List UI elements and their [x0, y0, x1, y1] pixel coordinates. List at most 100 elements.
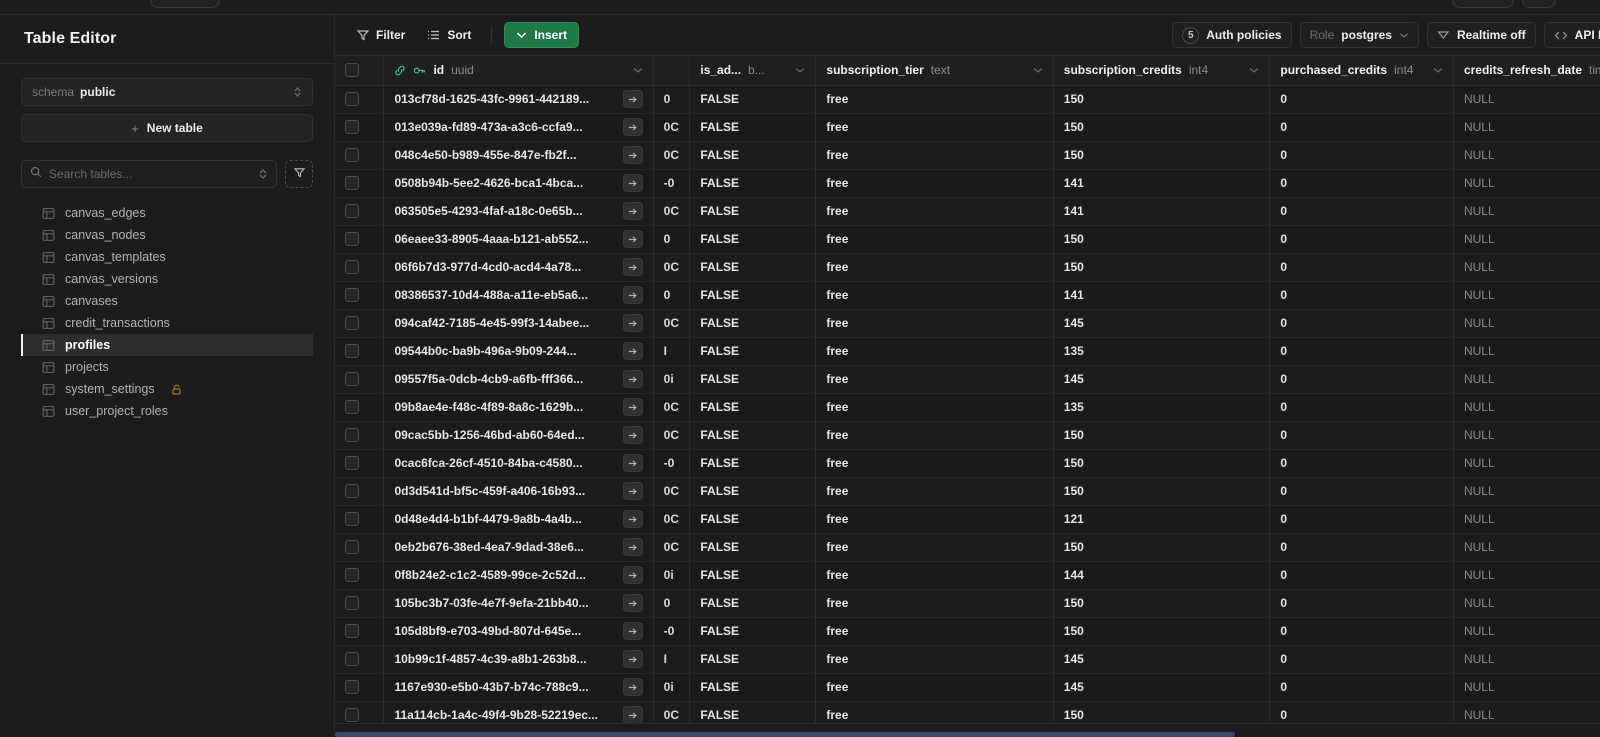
select-all-header[interactable] [335, 56, 385, 86]
sidebar-item-canvas-edges[interactable]: canvas_edges [21, 202, 313, 224]
cell-tier[interactable]: free [815, 225, 1054, 254]
table-row[interactable]: 08386537-10d4-488a-a11e-eb5a6... 0 FALSE fr… [335, 281, 1600, 310]
cell-sub_credits[interactable]: 150 [1053, 617, 1271, 646]
cell-tier[interactable]: free [815, 645, 1054, 674]
table-row[interactable]: 105bc3b7-03fe-4e7f-9efa-21bb40... 0 FALSE f… [335, 589, 1600, 618]
new-table-button[interactable]: + New table [21, 114, 313, 142]
window-pill-right[interactable] [1452, 0, 1514, 8]
row-select-cell[interactable] [335, 281, 385, 310]
cell-purchased[interactable]: 0 [1269, 393, 1454, 422]
row-checkbox[interactable] [345, 428, 359, 442]
table-row[interactable]: 09557f5a-0dcb-4cb9-a6fb-fff366... 0i FALSE… [335, 365, 1600, 394]
cell-truncated[interactable]: 0C [653, 141, 691, 170]
cell-sub_credits[interactable]: 150 [1053, 141, 1271, 170]
chevron-down-icon[interactable] [795, 67, 805, 74]
sidebar-item-profiles[interactable]: profiles [21, 334, 313, 356]
expand-row-icon[interactable] [622, 706, 643, 723]
cell-is_admin[interactable]: FALSE [689, 365, 817, 394]
cell-tier[interactable]: free [815, 561, 1054, 590]
chevron-down-icon[interactable] [1033, 67, 1043, 74]
cell-refresh[interactable]: NULL [1453, 309, 1600, 338]
row-select-cell[interactable] [335, 589, 385, 618]
column-header-subscription_credits[interactable]: subscription_credits int4 [1053, 56, 1271, 86]
row-checkbox[interactable] [345, 232, 359, 246]
cell-tier[interactable]: free [815, 589, 1054, 618]
schema-selector[interactable]: schema public [21, 78, 313, 106]
row-select-cell[interactable] [335, 197, 385, 226]
cell-refresh[interactable]: NULL [1453, 561, 1600, 590]
cell-is_admin[interactable]: FALSE [689, 113, 817, 142]
cell-is_admin[interactable]: FALSE [689, 393, 817, 422]
row-checkbox[interactable] [345, 120, 359, 134]
cell-tier[interactable]: free [815, 113, 1054, 142]
cell-refresh[interactable]: NULL [1453, 533, 1600, 562]
row-checkbox[interactable] [345, 456, 359, 470]
cell-id[interactable]: 0cac6fca-26cf-4510-84ba-c4580... [383, 449, 654, 478]
cell-is_admin[interactable]: FALSE [689, 673, 817, 702]
cell-truncated[interactable]: 0C [653, 477, 691, 506]
cell-tier[interactable]: free [815, 337, 1054, 366]
cell-id[interactable]: 105d8bf9-e703-49bd-807d-645e... [383, 617, 654, 646]
cell-id[interactable]: 08386537-10d4-488a-a11e-eb5a6... [383, 281, 654, 310]
cell-truncated[interactable]: 0i [653, 673, 691, 702]
filter-tables-button[interactable] [285, 160, 313, 188]
table-row[interactable]: 094caf42-7185-4e45-99f3-14abee... 0C FALSE… [335, 309, 1600, 338]
cell-truncated[interactable]: 0C [653, 309, 691, 338]
row-checkbox[interactable] [345, 316, 359, 330]
cell-refresh[interactable]: NULL [1453, 589, 1600, 618]
cell-id[interactable]: 09557f5a-0dcb-4cb9-a6fb-fff366... [383, 365, 654, 394]
cell-tier[interactable]: free [815, 701, 1054, 723]
cell-truncated[interactable]: 0C [653, 197, 691, 226]
expand-row-icon[interactable] [622, 650, 643, 668]
row-select-cell[interactable] [335, 225, 385, 254]
expand-row-icon[interactable] [622, 90, 643, 108]
cell-refresh[interactable]: NULL [1453, 477, 1600, 506]
cell-is_admin[interactable]: FALSE [689, 197, 817, 226]
search-input[interactable] [49, 167, 251, 181]
table-row[interactable]: 0508b94b-5ee2-4626-bca1-4bca... -0 FALSE fr… [335, 169, 1600, 198]
cell-truncated[interactable]: I [653, 645, 691, 674]
row-select-cell[interactable] [335, 393, 385, 422]
sidebar-item-credit-transactions[interactable]: credit_transactions [21, 312, 313, 334]
cell-tier[interactable]: free [815, 309, 1054, 338]
row-select-cell[interactable] [335, 85, 385, 114]
cell-refresh[interactable]: NULL [1453, 645, 1600, 674]
cell-id[interactable]: 06f6b7d3-977d-4cd0-acd4-4a78... [383, 253, 654, 282]
chevron-down-icon[interactable] [1433, 67, 1443, 74]
auth-policies-button[interactable]: 5 Auth policies [1172, 22, 1292, 48]
cell-purchased[interactable]: 0 [1269, 617, 1454, 646]
cell-tier[interactable]: free [815, 421, 1054, 450]
cell-sub_credits[interactable]: 150 [1053, 477, 1271, 506]
column-header-credits_refresh_date[interactable]: credits_refresh_date timestamptz [1453, 56, 1600, 86]
cell-refresh[interactable]: NULL [1453, 169, 1600, 198]
row-checkbox[interactable] [345, 344, 359, 358]
cell-purchased[interactable]: 0 [1269, 589, 1454, 618]
row-checkbox[interactable] [345, 624, 359, 638]
cell-is_admin[interactable]: FALSE [689, 561, 817, 590]
cell-purchased[interactable]: 0 [1269, 533, 1454, 562]
cell-truncated[interactable]: 0i [653, 561, 691, 590]
cell-id[interactable]: 013cf78d-1625-43fc-9961-442189... [383, 85, 654, 114]
select-all-checkbox[interactable] [345, 63, 359, 78]
cell-is_admin[interactable]: FALSE [689, 169, 817, 198]
row-select-cell[interactable] [335, 449, 385, 478]
cell-sub_credits[interactable]: 150 [1053, 701, 1271, 723]
sort-button[interactable]: Sort [419, 22, 479, 48]
cell-id[interactable]: 0f8b24e2-c1c2-4589-99ce-2c52d... [383, 561, 654, 590]
expand-row-icon[interactable] [622, 258, 643, 276]
row-checkbox[interactable] [345, 652, 359, 666]
window-pill-accent[interactable] [1522, 0, 1556, 8]
row-select-cell[interactable] [335, 309, 385, 338]
table-row[interactable]: 0eb2b676-38ed-4ea7-9dad-38e6... 0C FALSE fr… [335, 533, 1600, 562]
expand-row-icon[interactable] [622, 482, 643, 500]
expand-row-icon[interactable] [622, 594, 643, 612]
cell-purchased[interactable]: 0 [1269, 197, 1454, 226]
insert-button[interactable]: Insert [504, 22, 580, 48]
sidebar-item-projects[interactable]: projects [21, 356, 313, 378]
expand-row-icon[interactable] [622, 342, 643, 360]
cell-purchased[interactable]: 0 [1269, 309, 1454, 338]
row-checkbox[interactable] [345, 484, 359, 498]
cell-tier[interactable]: free [815, 141, 1054, 170]
cell-is_admin[interactable]: FALSE [689, 253, 817, 282]
cell-truncated[interactable]: 0C [653, 393, 691, 422]
